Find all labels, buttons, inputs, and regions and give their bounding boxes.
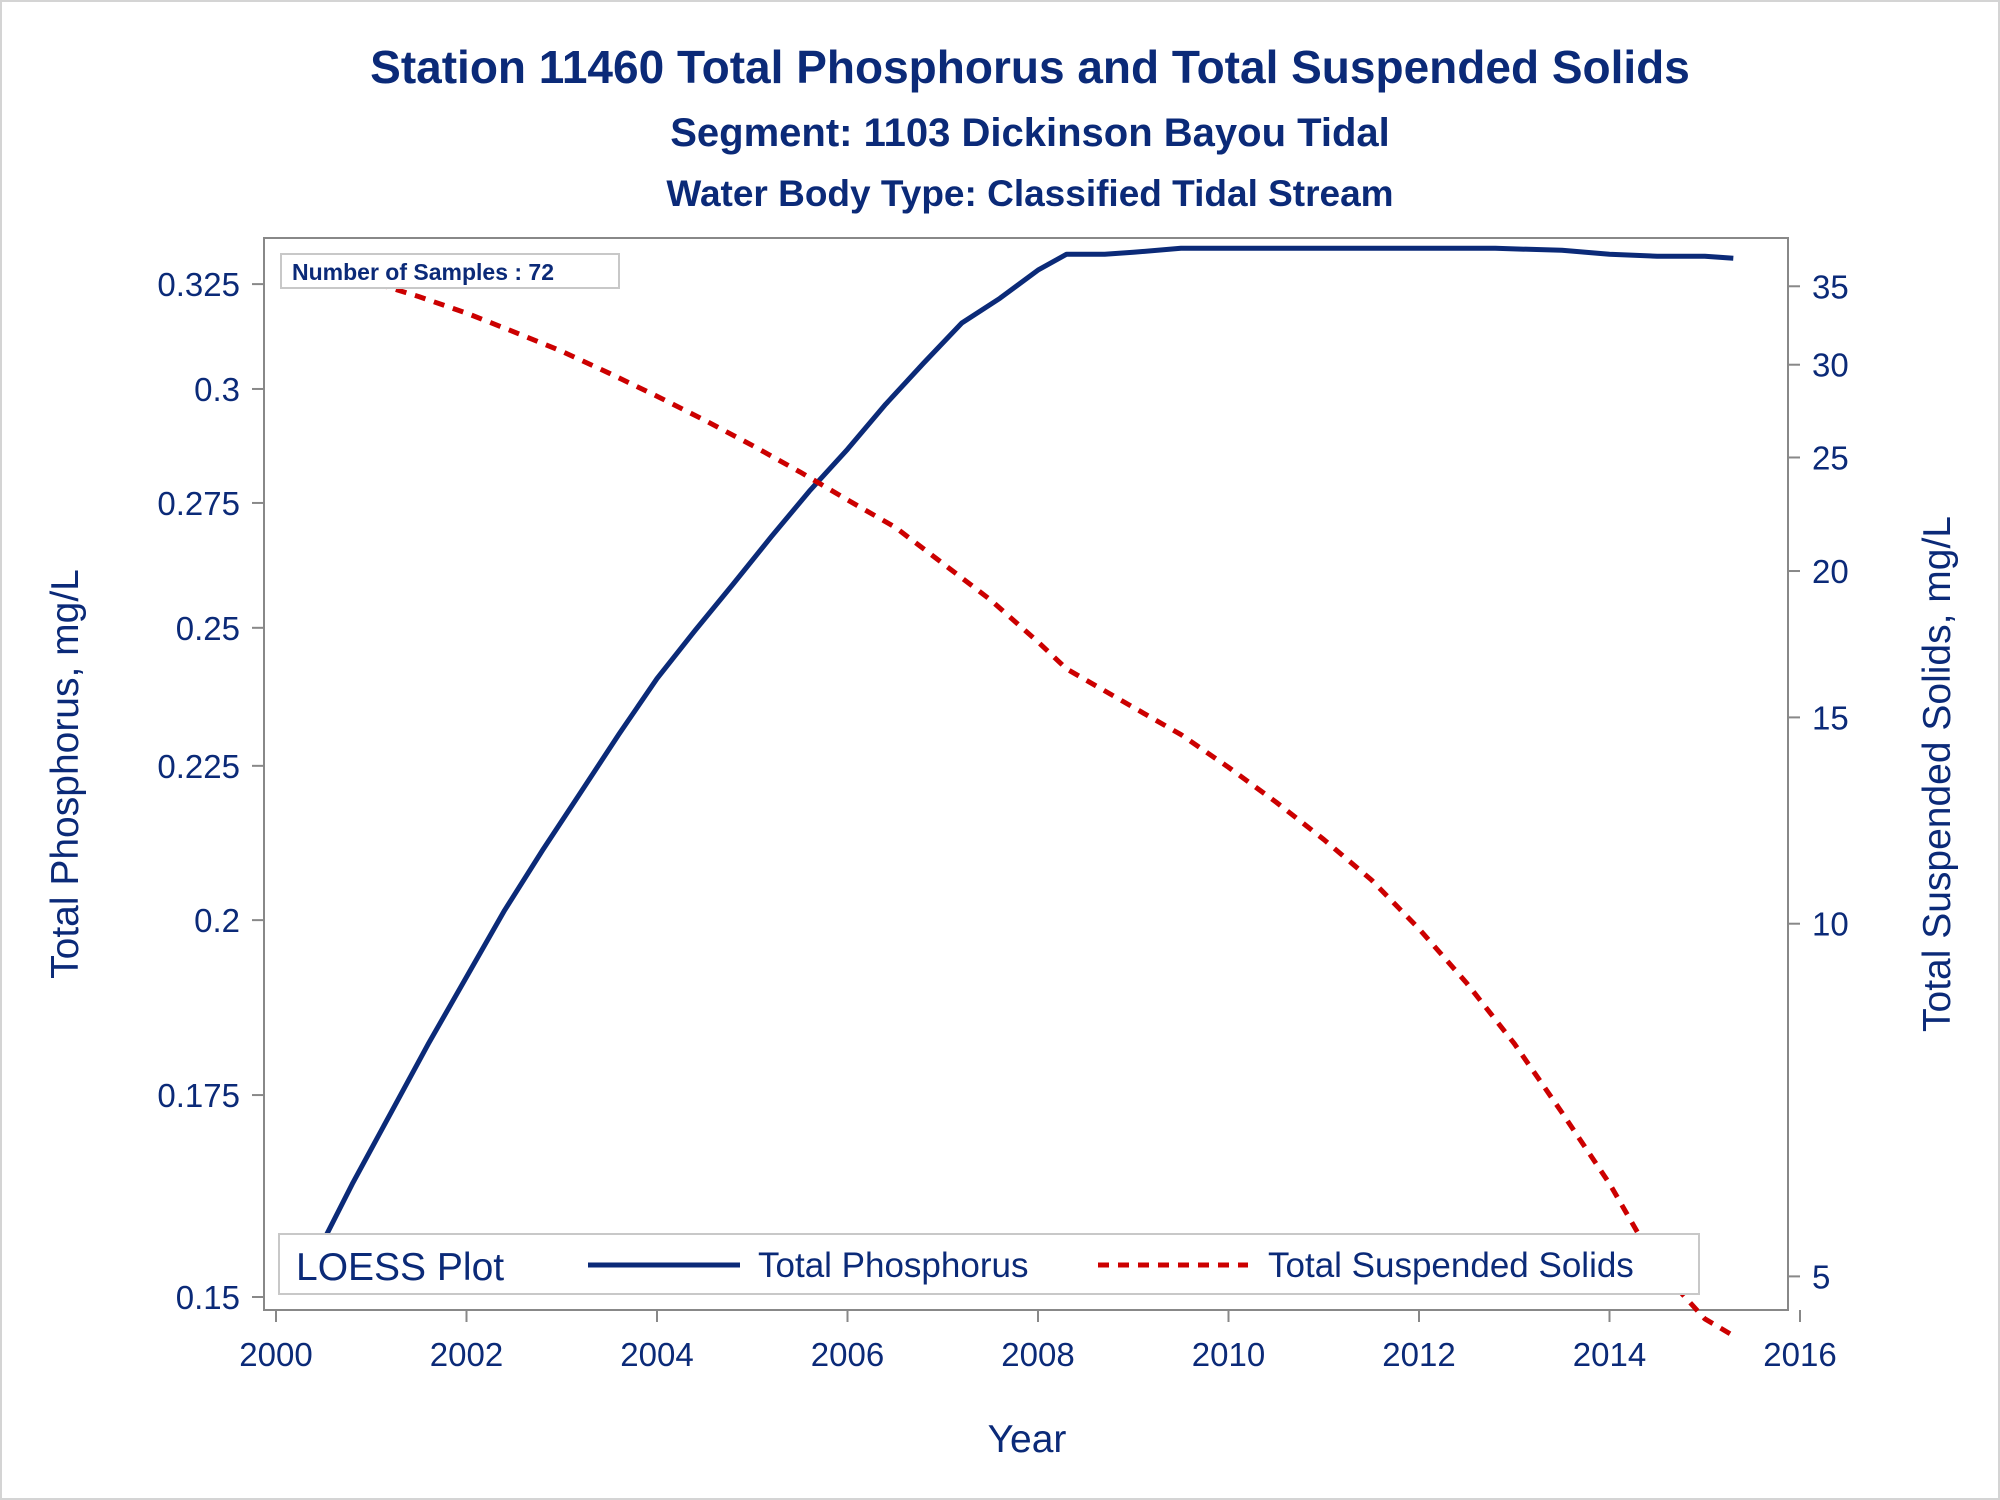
y-right-tick-label: 30 [1812,347,1849,384]
y-left-tick-label: 0.2 [194,902,240,939]
series-line-total-phosphorus [316,245,1734,1251]
chart-subtitle: Segment: 1103 Dickinson Bayou Tidal [670,111,1390,155]
y-left-tick-label: 0.275 [157,485,240,522]
x-tick-label: 2008 [1001,1336,1074,1373]
y-right-tick-label: 15 [1812,699,1849,736]
plot-area [263,237,1789,1311]
x-tick-label: 2010 [1192,1336,1265,1373]
legend-label-total-phosphorus: Total Phosphorus [758,1246,1028,1285]
x-tick-label: 2004 [620,1336,693,1373]
x-tick-label: 2016 [1763,1336,1836,1373]
series-layer [316,245,1735,1338]
y-axis-left-label: Total Phosphorus, mg/L [44,569,87,979]
y-axis-right-label: Total Suspended Solids, mg/L [1916,516,1959,1032]
y-left-tick-label: 0.3 [194,371,240,408]
y-left-tick-label: 0.325 [157,266,240,303]
x-tick-label: 2000 [239,1336,312,1373]
y-right-tick-label: 35 [1812,268,1849,305]
x-axis: 2000 2002 2004 2006 2008 2010 2012 2014 2016 [239,1310,1837,1373]
x-tick-label: 2002 [430,1336,503,1373]
legend-title: LOESS Plot [296,1246,504,1289]
y-left-tick-label: 0.15 [176,1279,240,1316]
x-tick-label: 2014 [1573,1336,1646,1373]
chart-subtitle-2: Water Body Type: Classified Tidal Stream [666,173,1393,214]
y-axis-right: 5 10 15 20 25 30 35 [1788,268,1849,1295]
y-left-tick-label: 0.25 [176,610,240,647]
x-axis-label: Year [988,1418,1067,1461]
y-left-tick-label: 0.225 [157,748,240,785]
y-left-tick-label: 0.175 [157,1077,240,1114]
samples-annotation-box [280,253,620,289]
samples-annotation: Number of Samples : 72 [292,259,554,285]
x-tick-label: 2012 [1382,1336,1455,1373]
legend-label-total-suspended-solids: Total Suspended Solids [1268,1246,1634,1285]
legend [278,1233,1700,1295]
y-right-tick-label: 20 [1812,553,1849,590]
y-axis-left: 0.15 0.175 0.2 0.225 0.25 0.275 0.3 0.325 [157,266,264,1316]
x-tick-label: 2006 [811,1336,884,1373]
y-right-tick-label: 5 [1812,1258,1830,1295]
y-right-tick-label: 10 [1812,906,1849,943]
y-right-tick-label: 25 [1812,439,1849,476]
series-line-total-suspended-solids [318,265,1735,1338]
chart-title: Station 11460 Total Phosphorus and Total… [370,41,1690,93]
